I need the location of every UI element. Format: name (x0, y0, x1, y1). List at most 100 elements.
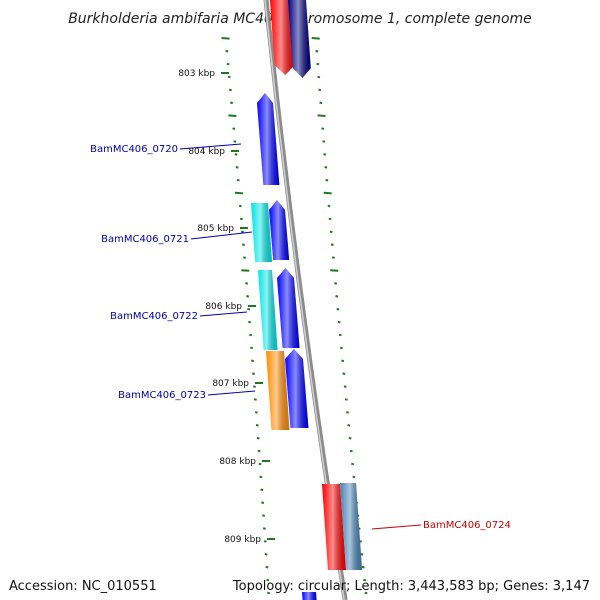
tick-dash-left (227, 75, 231, 79)
tick-dash-right (325, 178, 329, 182)
tick-dash-right (364, 591, 368, 595)
tick-dash-left (243, 256, 247, 259)
gene-feature-shade (340, 483, 363, 570)
tick-label: 806 kbp (205, 302, 242, 312)
tick-dash-right (341, 359, 345, 363)
tick-dash-left (249, 333, 253, 337)
tick-dash-left (239, 217, 243, 221)
tick-dash-left (263, 540, 267, 543)
tick-dash-left (225, 49, 229, 53)
tick-dash-left (234, 153, 238, 156)
tick-label: 807 kbp (212, 379, 249, 389)
tick-dash-left (240, 230, 244, 234)
gene-feature-shade (277, 268, 300, 348)
gene-feature-shade (270, 0, 295, 75)
tick-dash-left (256, 436, 260, 440)
tick-dash-left (250, 346, 254, 350)
tick-dash-right (343, 385, 347, 388)
tick-dash-right (330, 269, 339, 272)
tick-dash-left (262, 527, 266, 530)
gene-label[interactable]: BamMC406_0723 (118, 390, 206, 401)
gene-label[interactable]: BamMC406_0721 (101, 234, 189, 245)
tick-dash-left (252, 372, 255, 375)
gene-feature-shade (322, 484, 346, 570)
gene-label-leader (371, 524, 422, 530)
tick-dash-left (262, 514, 266, 517)
tick-dash-right (316, 62, 320, 66)
gene-feature-shade (302, 592, 317, 600)
gene-label[interactable]: BamMC406_0724 (423, 520, 511, 531)
gene-label-leader (179, 143, 242, 150)
tick-dash-right (311, 37, 320, 40)
accession-text: Accession: NC_010551 (9, 579, 157, 594)
tick-dash-right (319, 101, 323, 105)
tick-dash-right (323, 153, 327, 156)
tick-dash-right (324, 166, 328, 169)
gene-label[interactable]: BamMC406_0720 (90, 144, 178, 155)
tick-dash-right (351, 462, 355, 466)
tick-dash-right (317, 75, 321, 79)
gene-label-leader (190, 231, 253, 240)
tick-dash-right (330, 243, 334, 246)
tick-dash-left (236, 178, 240, 182)
gene-label[interactable]: BamMC406_0722 (110, 311, 198, 322)
tick-dash-right (317, 114, 326, 117)
tick-dash-left (265, 565, 269, 569)
tick-dash-left (267, 591, 271, 595)
tick-label: 804 kbp (188, 147, 225, 157)
tick-dash-left (232, 127, 236, 130)
tick-dash-left (226, 62, 230, 66)
tick-dash-right (315, 49, 319, 53)
tick-dash-left (253, 398, 257, 401)
tick-dash-right (329, 230, 333, 234)
tick-label: 809 kbp (224, 535, 261, 545)
tick-dash-left (241, 269, 250, 272)
tick-dash-right (334, 282, 338, 285)
tick-dash-left (247, 307, 251, 311)
tick-dash-left (252, 385, 256, 388)
tick-dash-right (322, 140, 326, 143)
gene-label-leader (199, 311, 248, 317)
tick-dash-right (323, 191, 332, 195)
tick-dash-right (342, 372, 346, 375)
tick-dash-left (251, 359, 255, 363)
gene-feature-shade (251, 203, 273, 262)
gene-feature-shade (285, 349, 309, 428)
tick-dash-right (348, 436, 352, 440)
tick-dash-right (344, 398, 348, 401)
tick-dash-left (257, 449, 261, 453)
gene-feature-shade (257, 93, 280, 185)
tick-dash-left (221, 37, 230, 40)
tick-dash-right (321, 127, 325, 130)
tick-dash-left (234, 191, 244, 195)
gene-feature-shade (288, 0, 311, 78)
tick-dash-left (235, 166, 239, 169)
tick-dash-left (260, 488, 264, 492)
tick-dash-right (352, 475, 356, 479)
topology-text: Topology: circular; Length: 3,443,583 bp… (232, 579, 590, 594)
tick-dash-right (336, 307, 340, 311)
tick-dash-right (335, 295, 339, 298)
tick-dash-right (346, 411, 350, 414)
label-layer: BamMC406_0720 BamMC406_0721 BamMC406_0722 B… (90, 143, 511, 531)
tick-dash-left (264, 553, 268, 556)
tick-dash-left (258, 462, 262, 466)
tick-dash-right (339, 346, 343, 350)
tick-dash-left (255, 424, 259, 427)
tick-dash-left (228, 114, 237, 117)
tick-dash-left (246, 295, 250, 298)
tick-dash-right (331, 256, 335, 259)
tick-dash-right (327, 204, 331, 208)
tick-dash-left (248, 320, 252, 324)
tick-dash-right (349, 449, 353, 453)
tick-dash-left (233, 140, 237, 143)
feature-layer (251, 0, 363, 600)
gene-feature-shade (266, 351, 290, 430)
tick-dash-right (337, 320, 341, 324)
tick-dash-left (230, 101, 234, 105)
tick-dash-right (363, 578, 367, 582)
tick-label: 803 kbp (178, 69, 215, 79)
tick-dash-left (266, 578, 270, 582)
tick-dash-left (245, 282, 249, 285)
